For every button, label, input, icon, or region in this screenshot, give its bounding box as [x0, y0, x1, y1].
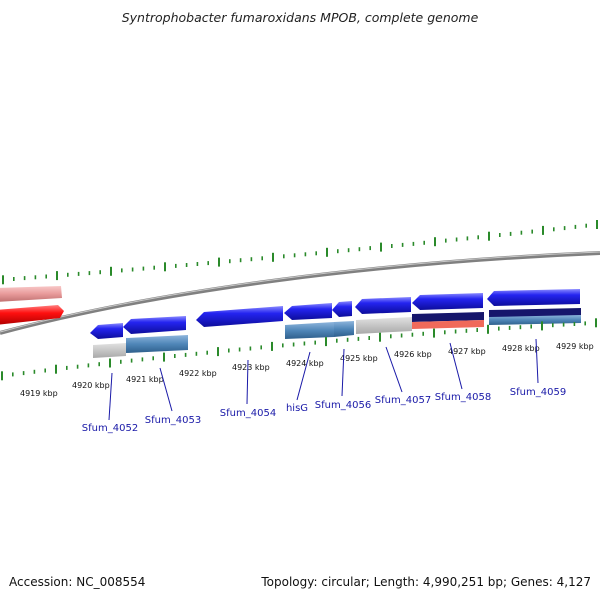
feature-bar-gray-2: [356, 317, 412, 334]
gene-label-sfum-4054: Sfum_4054: [220, 408, 276, 419]
gene-arrow-hisg: [284, 303, 332, 320]
scale-label: 4919 kbp: [20, 389, 58, 398]
feature-bar-salmon: [412, 320, 484, 329]
scale-label: 4927 kbp: [448, 347, 486, 356]
genome-backbone-highlight: [0, 251, 600, 333]
reverse-strand-genes: [90, 289, 580, 339]
inner-tick-ring: [1, 318, 597, 381]
gene-label-hisg: hisG: [286, 403, 308, 414]
feature-bar-steel-4: [489, 315, 581, 325]
gene-label-sfum-4058: Sfum_4058: [435, 392, 491, 403]
scale-label: 4925 kbp: [340, 354, 378, 363]
map-title: Syntrophobacter fumaroxidans MPOB, compl…: [122, 10, 479, 25]
forward-gene-red: [0, 305, 64, 325]
gene-arrow-sfum-4053: [123, 316, 186, 334]
leader-sfum-4059: [535, 338, 539, 384]
scale-label: 4924 kbp: [286, 359, 324, 368]
gene-arrow-sfum-4059: [487, 289, 580, 306]
feature-bar-steel-2: [285, 322, 334, 339]
feature-bar-steel-1: [126, 335, 188, 353]
scale-label: 4923 kbp: [232, 363, 270, 372]
gene-labels: Sfum_4052 Sfum_4053 Sfum_4054 hisG Sfum_…: [82, 387, 566, 434]
topology-label: Topology: circular; Length: 4,990,251 bp…: [260, 575, 591, 589]
gene-label-leaders: [108, 338, 539, 421]
feature-bars: [93, 308, 581, 358]
scale-label: 4928 kbp: [502, 344, 540, 353]
leader-sfum-4057: [385, 346, 403, 393]
scale-label: 4922 kbp: [179, 369, 217, 378]
scale-label: 4920 kbp: [72, 381, 110, 390]
accession-label: Accession: NC_008554: [9, 575, 145, 589]
gene-label-sfum-4057: Sfum_4057: [375, 395, 431, 406]
gene-label-sfum-4053: Sfum_4053: [145, 415, 201, 426]
forward-gene-pink: [0, 286, 62, 302]
scale-label: 4921 kbp: [126, 375, 164, 384]
leader-sfum-4052: [108, 372, 113, 421]
scale-label: 4926 kbp: [394, 350, 432, 359]
gene-arrow-sfum-4058: [412, 293, 483, 310]
outer-tick-ring: [2, 220, 598, 285]
feature-bar-steel-3: [334, 321, 354, 337]
leader-hisg: [296, 351, 311, 401]
leader-sfum-4056: [341, 348, 345, 397]
leader-sfum-4054: [246, 359, 249, 405]
scale-labels: 4919 kbp 4920 kbp 4921 kbp 4922 kbp 4923…: [20, 342, 594, 398]
gene-label-sfum-4059: Sfum_4059: [510, 387, 566, 398]
gene-arrow-sfum-4057: [355, 297, 411, 314]
gene-label-sfum-4052: Sfum_4052: [82, 423, 138, 434]
feature-bar-navy-1: [412, 312, 484, 322]
gene-label-sfum-4056: Sfum_4056: [315, 400, 371, 411]
scale-label: 4929 kbp: [556, 342, 594, 351]
gene-arrow-sfum-4056: [332, 301, 352, 317]
gene-arrow-sfum-4054: [196, 306, 283, 327]
genome-backbone: [0, 251, 600, 335]
leader-sfum-4058: [449, 342, 463, 390]
gene-arrow-sfum-4052: [90, 323, 123, 339]
feature-bar-gray-1: [93, 343, 126, 358]
leader-sfum-4053: [159, 367, 173, 412]
